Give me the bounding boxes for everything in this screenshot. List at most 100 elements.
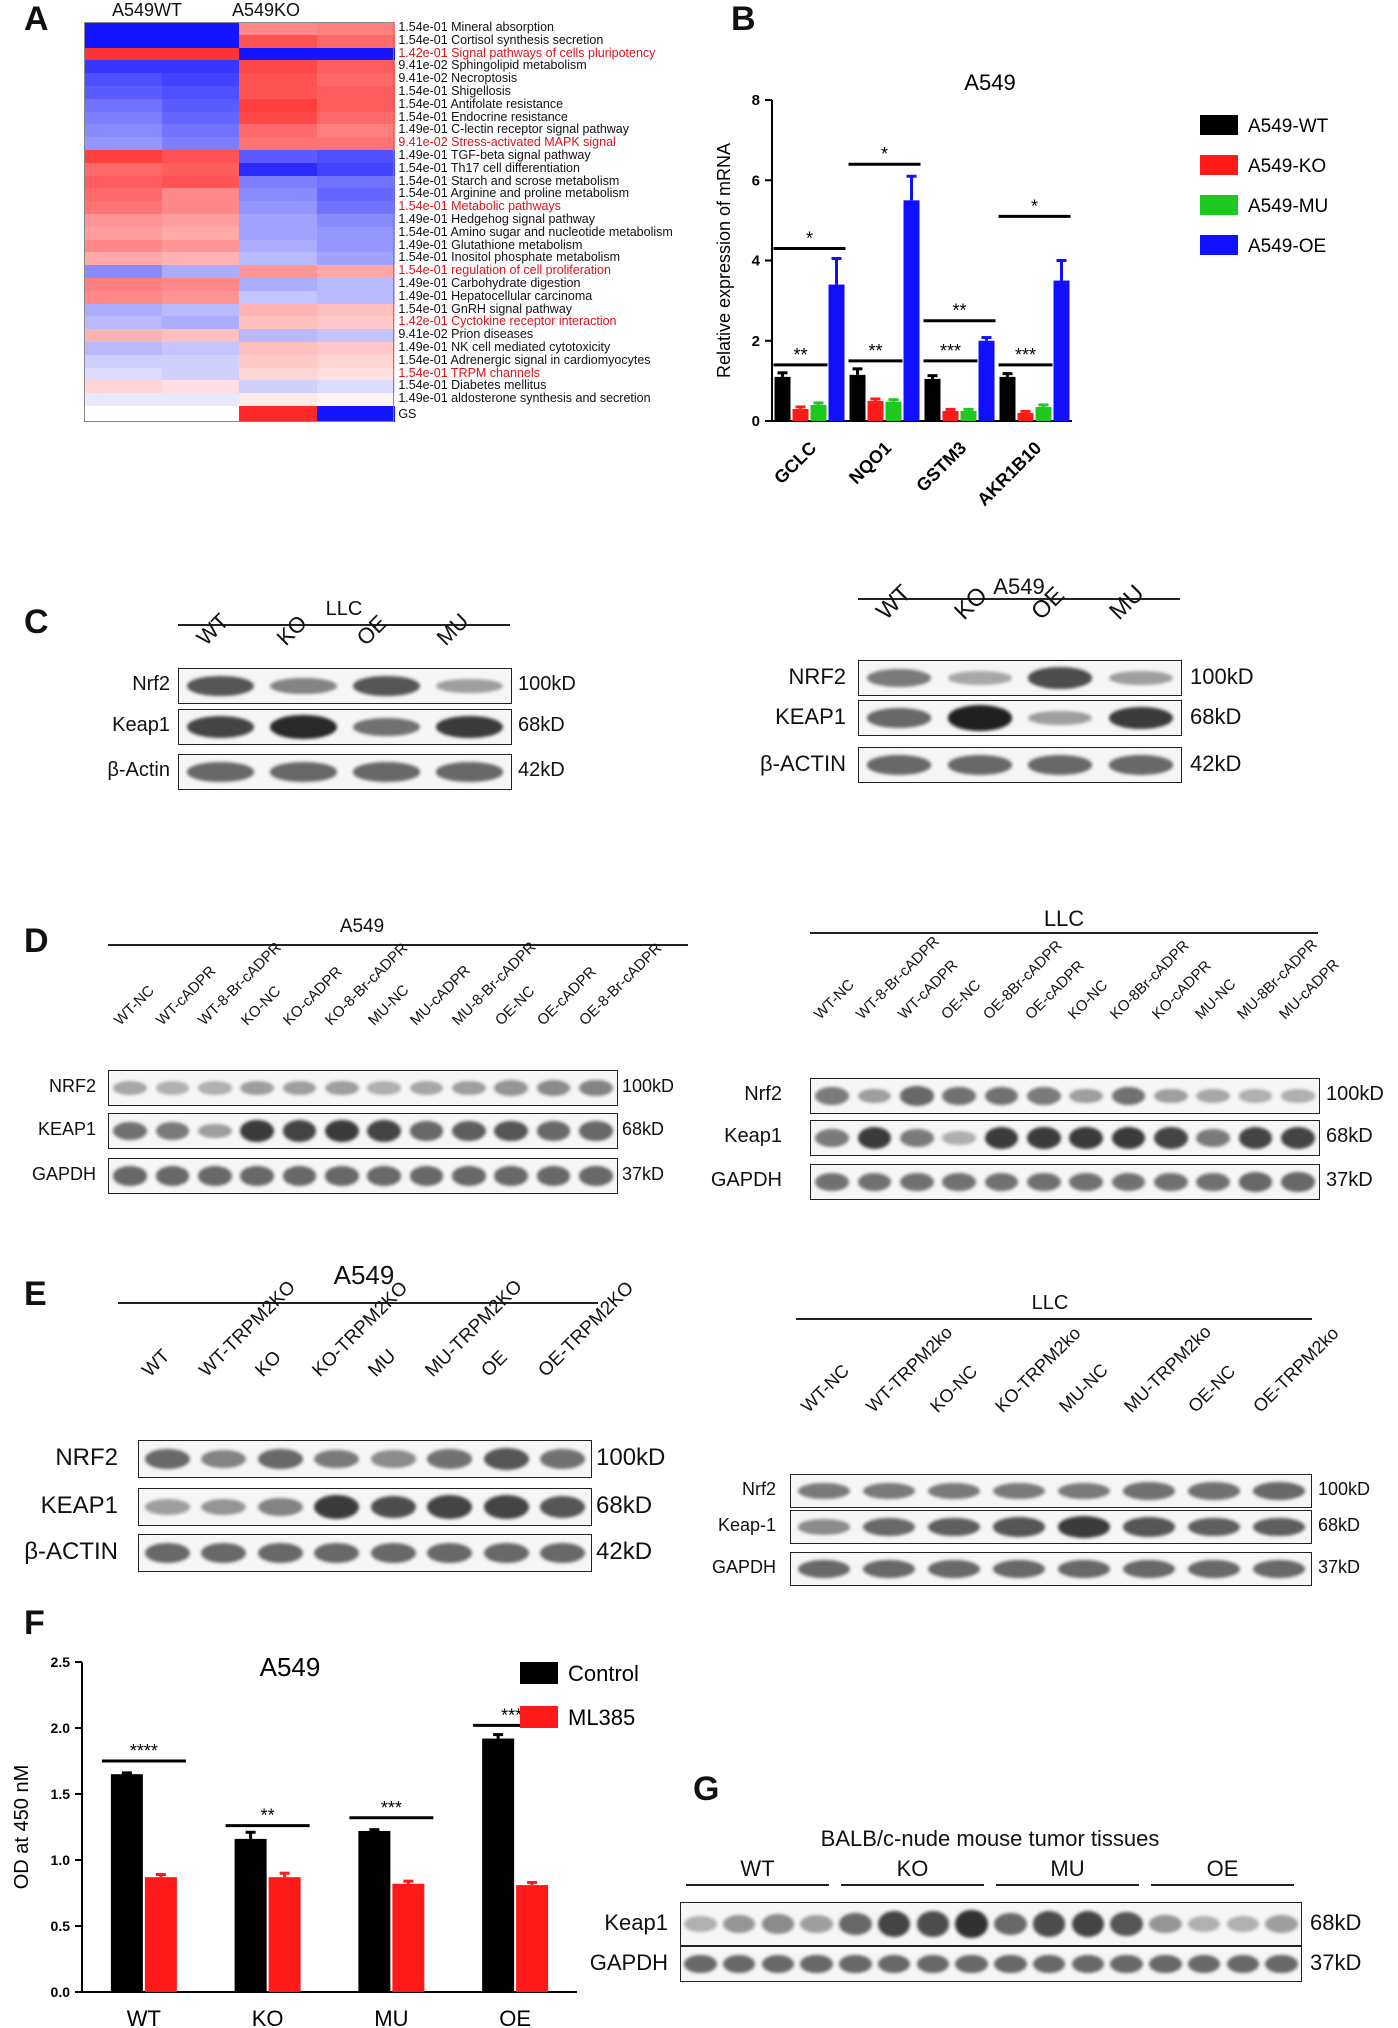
x-category-label: AKR1B10 <box>973 438 1045 510</box>
lane-label: MU-NC <box>1055 1359 1112 1417</box>
heatmap-row <box>84 316 395 330</box>
blot-strip <box>790 1552 1312 1586</box>
blot-band <box>916 1911 950 1937</box>
legend-label: A549-OE <box>1248 236 1326 257</box>
blot-group-label: LLC <box>1031 1292 1069 1314</box>
heatmap-row <box>84 239 395 253</box>
blot-row-label: β-ACTIN <box>760 750 846 776</box>
heatmap-cell <box>161 22 240 36</box>
heatmap-cell <box>84 111 163 125</box>
blot-band <box>916 1954 950 1974</box>
lane-label: WT-NC <box>797 1360 854 1417</box>
heatmap-cell <box>316 380 395 394</box>
heatmap-row <box>84 252 395 266</box>
blot-band <box>113 1121 148 1141</box>
blot-band <box>1226 1954 1260 1974</box>
heatmap-cell <box>84 214 163 228</box>
blot-band <box>1028 667 1093 689</box>
blot-band <box>1026 1126 1061 1150</box>
blot-band <box>197 1166 232 1186</box>
blot-band <box>494 1166 529 1186</box>
blot-kd-label: 68kD <box>622 1119 665 1140</box>
heatmap-cell <box>161 188 240 202</box>
blot-row-label: NRF2 <box>788 663 846 689</box>
blot-band <box>857 1088 892 1104</box>
blot-kd-label: 68kD <box>518 714 565 736</box>
blot-row-label: Keap1 <box>112 714 170 736</box>
blot-band <box>994 1954 1027 1974</box>
heatmap-cell <box>239 137 318 151</box>
blot-kd-label: 37kD <box>622 1164 665 1185</box>
blot-row-label: Nrf2 <box>741 1479 776 1500</box>
heatmap-term-label: 1.54e-01 regulation of cell proliferatio… <box>398 263 611 278</box>
bar <box>999 376 1016 421</box>
blot-band <box>1069 1126 1104 1150</box>
heatmap-cell <box>239 303 318 317</box>
blot-strip <box>108 1070 618 1106</box>
heatmap-cell <box>161 73 240 87</box>
heatmap-term-label: 1.54e-01 Diabetes mellitus <box>398 378 547 393</box>
y-tick-label: 2.5 <box>51 1654 71 1670</box>
blot-band <box>324 1166 359 1186</box>
x-category-label: MU <box>374 2006 408 2028</box>
heatmap-cell <box>239 278 318 292</box>
group-underline <box>810 932 1318 934</box>
heatmap-cell <box>161 290 240 305</box>
bar <box>792 408 809 421</box>
heatmap-gs-label: GS <box>398 407 417 421</box>
heatmap-cell <box>161 111 240 125</box>
blot-band <box>540 1449 586 1469</box>
blot-strip <box>858 700 1182 736</box>
blot-band <box>1057 1516 1110 1538</box>
heatmap-row <box>84 150 395 164</box>
heatmap-term-label: 1.49e-01 aldosterone synthesis and secre… <box>398 391 651 406</box>
blot-band <box>927 1482 980 1500</box>
blot-kd-label: 68kD <box>1310 1910 1362 1935</box>
bar <box>144 1877 177 1992</box>
blot-group-label: A549 <box>993 574 1045 599</box>
heatmap-cell <box>84 124 163 138</box>
heatmap-term-label: 1.42e-01 Cyctokine receptor interaction <box>398 314 617 329</box>
blot-band <box>947 671 1012 685</box>
chart-title: A549 <box>964 70 1015 95</box>
heatmap-cell <box>161 367 240 381</box>
blot-band <box>761 1914 795 1934</box>
bar <box>482 1738 515 1992</box>
blot-kd-label: 100kD <box>622 1076 675 1097</box>
blot-group-label: LLC <box>1043 906 1085 931</box>
heatmap-row <box>84 393 395 407</box>
heatmap-cell <box>161 354 240 369</box>
blot-row-label: β-ACTIN <box>24 1537 118 1565</box>
blot-strip <box>790 1510 1312 1544</box>
blot-row-label: GAPDH <box>711 1557 776 1578</box>
significance-label: * <box>881 144 888 164</box>
heatmap-row <box>84 226 395 241</box>
heatmap-term-label: 9.41e-02 Prion diseases <box>398 327 534 342</box>
blot-band <box>1108 755 1173 775</box>
blot-band <box>797 1519 850 1535</box>
bar <box>810 404 827 421</box>
blot-band <box>494 1120 529 1142</box>
blot-band <box>1238 1089 1273 1103</box>
blot-band <box>722 1914 756 1934</box>
heatmap-term-label: 1.54e-01 Amino sugar and nucleotide meta… <box>398 224 673 239</box>
heatmap-group-label: A549WT <box>112 0 183 20</box>
significance-label: *** <box>1015 345 1036 365</box>
heatmap-row <box>84 98 395 113</box>
bar <box>358 1830 391 1992</box>
blot-band <box>1149 1954 1182 1974</box>
blot-band <box>1032 1911 1066 1937</box>
heatmap-cell <box>316 226 395 241</box>
heatmap-row <box>84 124 395 138</box>
bar <box>1035 406 1052 421</box>
heatmap-cell <box>239 86 318 100</box>
y-tick-label: 8 <box>752 92 760 109</box>
significance-label: * <box>806 228 813 248</box>
lane-label: OE-NC <box>1184 1361 1240 1417</box>
significance-label: **** <box>130 1741 158 1761</box>
blot-band <box>800 1954 833 1974</box>
heatmap-cell <box>316 188 395 202</box>
blot-row-label: β-Actin <box>107 759 170 781</box>
x-category-label: WT <box>127 2006 161 2028</box>
significance-label: *** <box>381 1798 402 1818</box>
